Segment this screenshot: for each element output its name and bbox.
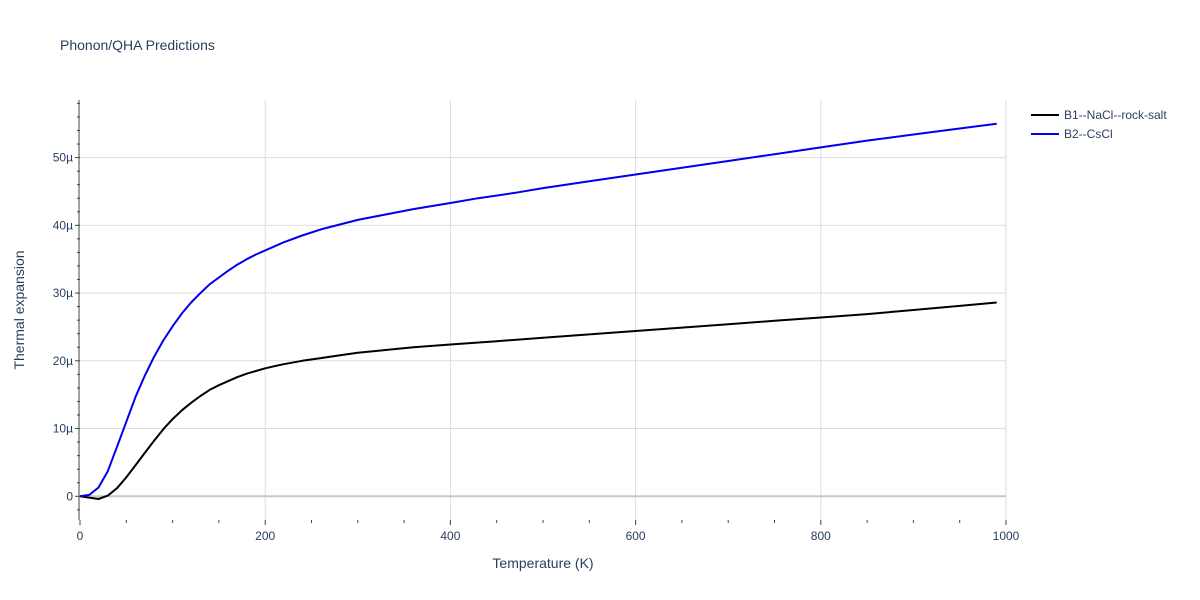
y-tick-label: 20µ [53, 354, 73, 368]
y-tick-label: 10µ [53, 422, 73, 436]
chart-title: Phonon/QHA Predictions [60, 37, 215, 53]
x-tick-label: 200 [255, 529, 275, 543]
legend-entry-label: B1--NaCl--rock-salt [1064, 108, 1167, 122]
grid-lines [80, 100, 1007, 520]
x-tick-label: 0 [77, 529, 84, 543]
x-tick-label: 600 [626, 529, 646, 543]
y-axis-ticks: 0 10µ 20µ 30µ 40µ 50µ [53, 151, 74, 504]
plot-area[interactable] [79, 122, 997, 500]
y-axis-label: Thermal expansion [11, 250, 27, 369]
y-tick-label: 40µ [53, 218, 73, 232]
y-tick-label: 0 [66, 489, 73, 503]
legend: B1--NaCl--rock-salt B2--CsCl [1031, 108, 1167, 141]
x-tick-label: 400 [440, 529, 460, 543]
x-tick-label: 1000 [993, 529, 1020, 543]
series-line-1[interactable] [79, 301, 997, 500]
y-tick-label: 50µ [53, 151, 73, 165]
series-line-2[interactable] [79, 122, 997, 498]
y-tick-label: 30µ [53, 286, 73, 300]
x-axis-label: Temperature (K) [492, 555, 593, 571]
legend-entry-label: B2--CsCl [1064, 127, 1113, 141]
x-tick-label: 800 [811, 529, 831, 543]
x-axis-ticks: 0 200 400 600 800 1000 [77, 529, 1020, 543]
